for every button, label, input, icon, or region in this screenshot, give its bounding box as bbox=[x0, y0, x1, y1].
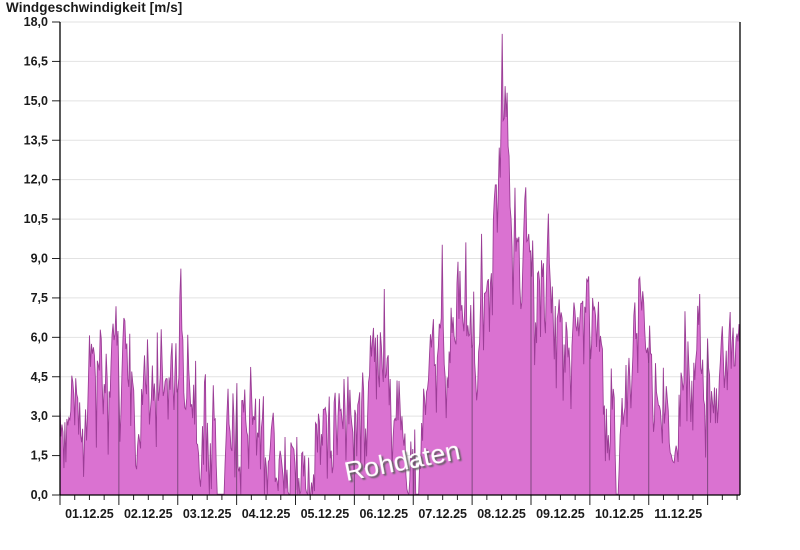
svg-text:02.12.25: 02.12.25 bbox=[124, 507, 173, 521]
svg-text:15,0: 15,0 bbox=[24, 94, 48, 108]
svg-text:04.12.25: 04.12.25 bbox=[242, 507, 291, 521]
svg-text:12,0: 12,0 bbox=[24, 173, 48, 187]
svg-text:6,0: 6,0 bbox=[31, 330, 48, 344]
svg-text:7,5: 7,5 bbox=[31, 291, 48, 305]
svg-text:0,0: 0,0 bbox=[31, 488, 48, 502]
svg-text:13,5: 13,5 bbox=[24, 133, 48, 147]
svg-text:1,5: 1,5 bbox=[31, 449, 48, 463]
svg-text:10,5: 10,5 bbox=[24, 212, 48, 226]
svg-text:3,0: 3,0 bbox=[31, 409, 48, 423]
svg-text:01.12.25: 01.12.25 bbox=[65, 507, 114, 521]
svg-text:9,0: 9,0 bbox=[31, 252, 48, 266]
svg-text:07.12.25: 07.12.25 bbox=[418, 507, 467, 521]
svg-text:11.12.25: 11.12.25 bbox=[654, 507, 702, 521]
svg-text:05.12.25: 05.12.25 bbox=[301, 507, 350, 521]
svg-text:06.12.25: 06.12.25 bbox=[359, 507, 408, 521]
svg-text:18,0: 18,0 bbox=[24, 15, 48, 29]
svg-text:03.12.25: 03.12.25 bbox=[183, 507, 232, 521]
svg-text:4,5: 4,5 bbox=[31, 370, 48, 384]
svg-text:10.12.25: 10.12.25 bbox=[595, 507, 644, 521]
svg-text:09.12.25: 09.12.25 bbox=[536, 507, 585, 521]
svg-text:16,5: 16,5 bbox=[24, 54, 48, 68]
svg-text:08.12.25: 08.12.25 bbox=[477, 507, 526, 521]
